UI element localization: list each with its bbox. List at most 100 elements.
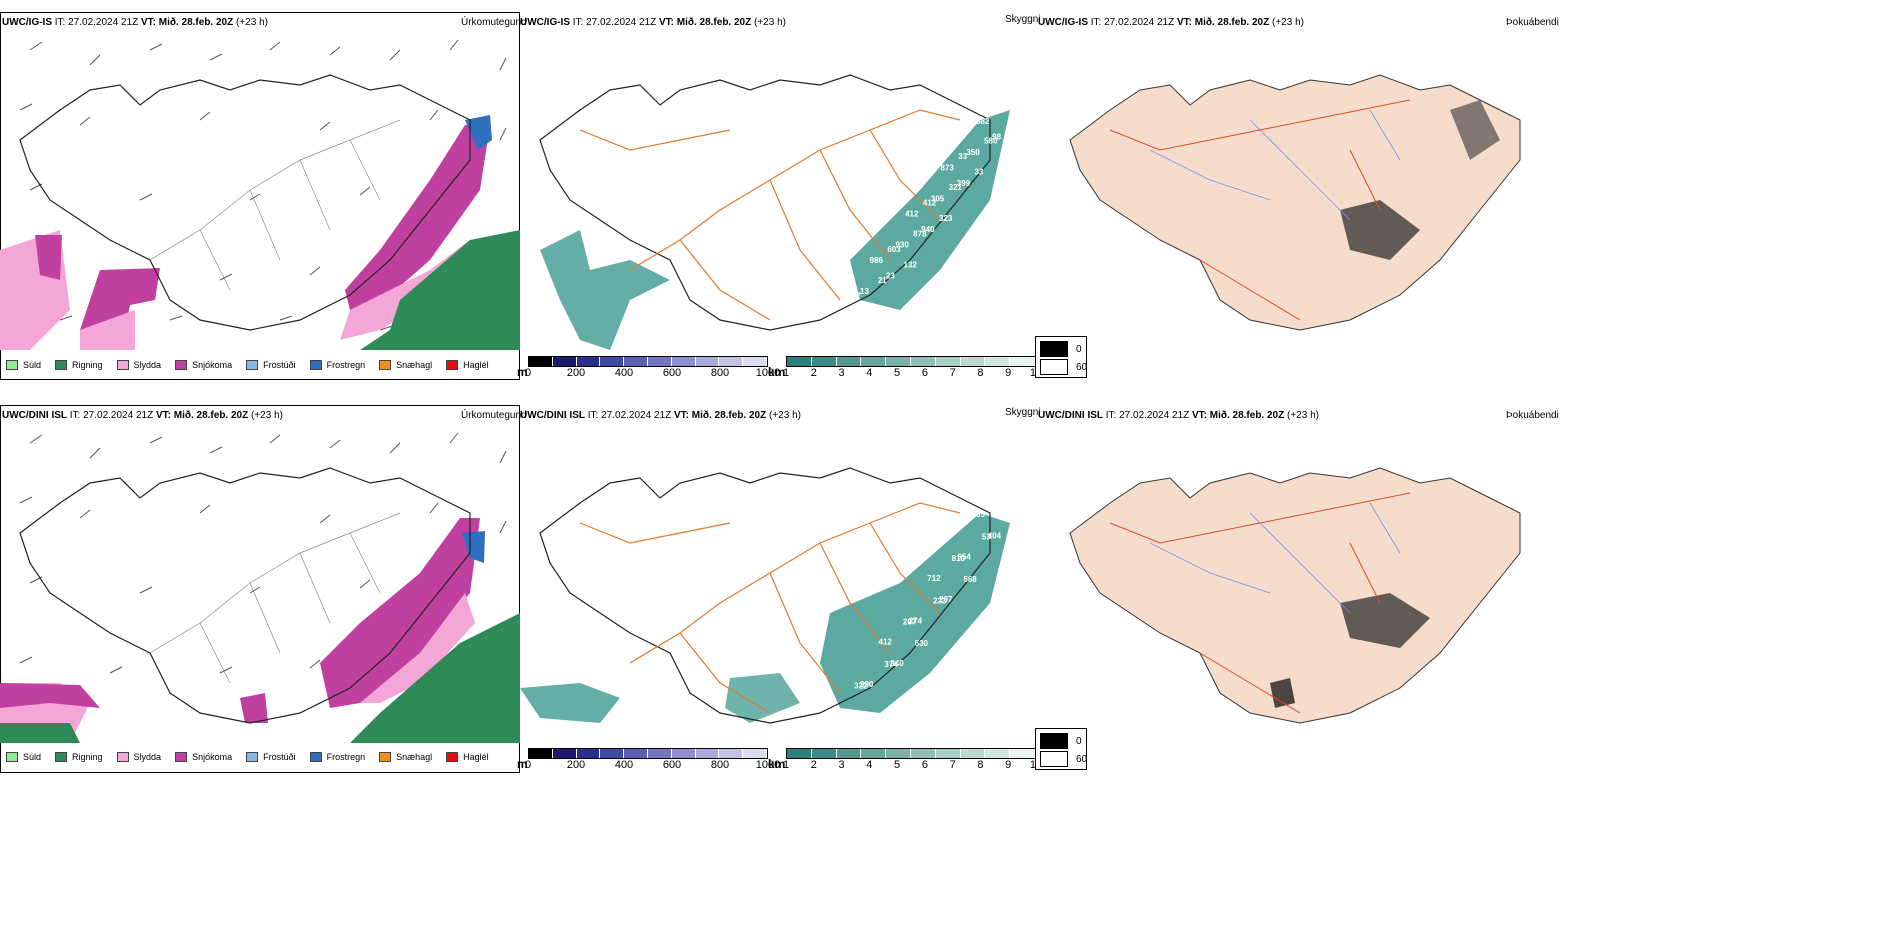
- precip-type-map: [0, 39, 520, 350]
- valid-label: VT:: [1191, 410, 1207, 421]
- legend-swatch: [379, 360, 392, 370]
- colorbar-segment: [719, 357, 744, 366]
- model-name: UWC/DINI ISL: [2, 410, 67, 421]
- ceiling-value-label: 990: [860, 680, 874, 689]
- legend-item: Haglél: [446, 752, 489, 762]
- lead-time: (+23 h): [1272, 17, 1304, 28]
- lead-time: (+23 h): [769, 410, 801, 421]
- legend-item: Slydda: [116, 752, 162, 762]
- ceiling-value-label: 603: [887, 245, 901, 254]
- ceiling-value-label: 23: [886, 272, 895, 281]
- snow-area-east: [345, 125, 490, 310]
- ceiling-value-label: 712: [927, 574, 941, 583]
- colorbar-tick: 9: [1005, 367, 1012, 379]
- roads: [1109, 99, 1411, 321]
- legend-item: Haglél: [446, 360, 489, 370]
- ceiling-value-label: 412: [923, 199, 937, 208]
- valid-time: Mið. 28.feb. 20Z: [173, 410, 249, 421]
- colorbar-tick: 3: [838, 367, 845, 379]
- legend-label: Snæhagl: [396, 360, 433, 370]
- fog-title: Þokuábendi: [1506, 17, 1559, 28]
- colorbar-segment: [529, 357, 553, 366]
- valid-time: Mið. 28.feb. 20Z: [676, 17, 752, 28]
- precip-legend: Súld Rigning Slydda Snjókoma Frostúði Frostre…: [6, 752, 503, 762]
- snow-area-reykjanes: [80, 268, 160, 340]
- ceiling-value-label: 98: [992, 132, 1001, 141]
- init-time: IT: 27.02.2024 21Z: [1105, 410, 1190, 421]
- visibility-area-south: [725, 673, 800, 723]
- fog-legend-label: 60: [1076, 361, 1088, 373]
- legend-label: Frostregn: [326, 752, 366, 762]
- colorbar-segment: [811, 749, 837, 758]
- colorbar-segment: [743, 357, 767, 366]
- visibility-area-west: [520, 683, 620, 723]
- ceiling-colorbar: 0 200 400 600 800 1000: [525, 748, 780, 771]
- ceiling-value-label: 940: [921, 225, 935, 234]
- ceiling-unit: m: [517, 757, 528, 771]
- rivers: [1149, 502, 1401, 614]
- legend-item: Rigning: [55, 752, 103, 762]
- frostregn-area: [465, 115, 492, 150]
- fog-legend: 0 60: [1035, 336, 1087, 378]
- init-time: IT: 27.02.2024 21Z: [587, 410, 672, 421]
- panel-header: UWC/DINI ISL IT: 27.02.2024 21Z VT: Mið.…: [2, 410, 283, 421]
- lead-time: (+23 h): [236, 17, 268, 28]
- colorbar-tick: 2: [810, 367, 817, 379]
- legend-label: Haglél: [463, 752, 489, 762]
- fog-index-map: [1069, 467, 1521, 724]
- ceiling-value-label: 274: [909, 616, 923, 625]
- legend-swatch: [116, 752, 129, 762]
- colorbar-segment: [861, 749, 887, 758]
- legend-label: Slydda: [133, 752, 162, 762]
- colorbar-tick: 4: [866, 759, 873, 771]
- colorbar-tick: 0: [524, 759, 532, 771]
- legend-label: Snæhagl: [396, 752, 433, 762]
- legend-item: Snæhagl: [379, 752, 432, 762]
- model-name: UWC/IG-IS: [520, 17, 570, 28]
- sleet-area-east: [340, 240, 470, 340]
- ceiling-value-label: 568: [963, 575, 977, 584]
- iceland-outline: [539, 467, 991, 724]
- fog-legend-item: 0: [1040, 341, 1082, 357]
- fog-dark-area: [1270, 678, 1295, 708]
- model-name: UWC/DINI ISL: [1038, 410, 1103, 421]
- colorbar-segment: [576, 357, 601, 366]
- colorbar-segment: [600, 357, 625, 366]
- colorbar-segment: [910, 749, 936, 758]
- model-name: UWC/IG-IS: [1038, 17, 1088, 28]
- ceiling-colorbar: 0 200 400 600 800 1000: [525, 356, 780, 379]
- ceiling-value-label: 810: [952, 554, 966, 563]
- legend-item: Frostregn: [309, 360, 365, 370]
- rain-area-west: [0, 723, 80, 743]
- colorbar-segment: [886, 749, 911, 758]
- colorbar-tick: 9: [1005, 759, 1012, 771]
- colorbar-tick: 400: [614, 367, 634, 379]
- roads: [579, 502, 961, 714]
- colorbar-segment: [647, 749, 672, 758]
- fog-legend-label: 0: [1076, 735, 1082, 747]
- colorbar-segment: [886, 357, 911, 366]
- ceiling-value-label: 53: [982, 533, 991, 542]
- colorbar-tick: 600: [662, 759, 682, 771]
- precip-map-frame: [0, 405, 520, 773]
- fog-index-map: [1069, 74, 1521, 331]
- ceiling-value-label: 404: [988, 531, 1002, 540]
- legend-label: Slydda: [133, 360, 162, 370]
- iceland-land: [1069, 74, 1521, 331]
- fog-title: Þokuábendi: [1506, 410, 1559, 421]
- visibility-colorbar: 12345678910: [783, 356, 1042, 379]
- colorbar-segment: [935, 357, 961, 366]
- ceiling-labels: 0553404810654568712223207207274630412374…: [854, 510, 1002, 690]
- colorbar-segment: [647, 357, 672, 366]
- legend-label: Haglél: [463, 360, 489, 370]
- ceiling-visibility-map: 0553404810654568712223207207274630412374…: [520, 467, 1010, 724]
- sleet-area-east: [360, 593, 475, 703]
- ceiling-value-label: 77: [852, 291, 861, 300]
- rain-area-sea: [360, 230, 520, 350]
- colorbar-tick: 7: [949, 367, 956, 379]
- colorbar-tick: 1000: [755, 367, 781, 379]
- legend-swatch: [309, 752, 322, 762]
- panel-header: UWC/DINI ISL IT: 27.02.2024 21Z VT: Mið.…: [1038, 410, 1319, 421]
- legend-label: Rigning: [72, 360, 103, 370]
